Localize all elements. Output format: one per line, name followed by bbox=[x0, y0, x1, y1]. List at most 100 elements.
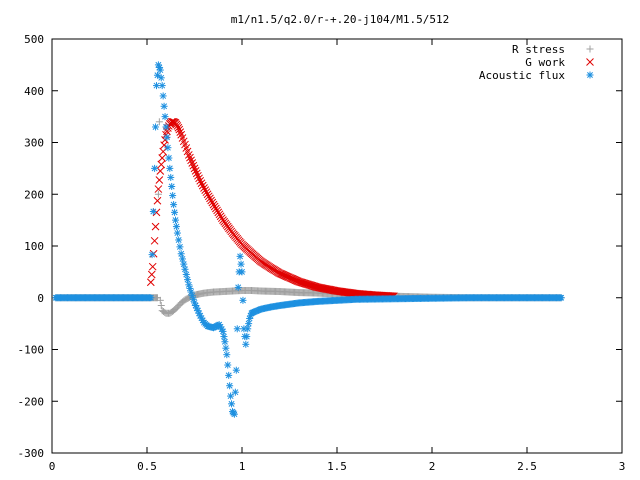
data-point bbox=[166, 164, 174, 172]
data-point bbox=[162, 123, 170, 131]
data-point bbox=[156, 66, 164, 74]
data-point bbox=[157, 74, 165, 82]
data-point bbox=[147, 270, 156, 279]
data-point bbox=[200, 184, 208, 192]
data-point bbox=[188, 159, 197, 167]
data-point bbox=[168, 182, 176, 190]
data-point bbox=[180, 260, 188, 268]
data-marks bbox=[52, 61, 565, 418]
data-point bbox=[159, 92, 167, 100]
legend-marker bbox=[586, 45, 594, 53]
data-point bbox=[220, 333, 228, 341]
data-point bbox=[210, 202, 219, 211]
data-point bbox=[233, 325, 241, 333]
data-point bbox=[165, 154, 173, 162]
data-point bbox=[227, 392, 235, 400]
data-point bbox=[219, 327, 227, 335]
data-point bbox=[159, 147, 168, 156]
data-point bbox=[228, 400, 236, 408]
data-point bbox=[167, 173, 175, 181]
x-tick-label: 2 bbox=[429, 460, 436, 473]
legend-label: Acoustic flux bbox=[479, 69, 565, 82]
y-tick-label: -200 bbox=[18, 395, 45, 408]
data-point bbox=[224, 361, 232, 369]
y-tick-label: -100 bbox=[18, 344, 45, 357]
data-point bbox=[156, 296, 164, 304]
data-point bbox=[177, 250, 185, 258]
chart-title: m1/n1.5/q2.0/r-+.20-j104/M1.5/512 bbox=[231, 13, 450, 26]
data-point bbox=[239, 296, 247, 304]
data-point bbox=[148, 251, 156, 259]
x-tick-label: 1 bbox=[239, 460, 246, 473]
data-point bbox=[164, 144, 172, 152]
data-point bbox=[171, 208, 179, 216]
data-point bbox=[212, 204, 220, 213]
data-point bbox=[173, 122, 182, 130]
data-point bbox=[557, 294, 565, 302]
series-g-work bbox=[146, 117, 398, 301]
data-point bbox=[157, 302, 165, 310]
data-point bbox=[221, 338, 229, 346]
data-point bbox=[175, 125, 184, 134]
data-point bbox=[147, 294, 155, 302]
data-point bbox=[169, 192, 177, 200]
legend-label: G work bbox=[525, 56, 565, 69]
data-point bbox=[172, 216, 179, 224]
data-point bbox=[194, 171, 202, 180]
data-point bbox=[146, 278, 155, 287]
data-point bbox=[203, 190, 212, 199]
data-point bbox=[242, 340, 250, 348]
data-point bbox=[231, 388, 239, 396]
legend-marker bbox=[586, 58, 594, 66]
data-point bbox=[176, 243, 184, 251]
data-point bbox=[187, 156, 195, 165]
data-point bbox=[192, 169, 201, 178]
data-point bbox=[158, 82, 166, 90]
data-point bbox=[222, 344, 230, 352]
y-tick-label: 300 bbox=[24, 137, 44, 150]
data-point bbox=[151, 222, 160, 231]
data-point bbox=[184, 276, 192, 284]
data-point bbox=[153, 71, 161, 79]
plot-frame bbox=[51, 38, 623, 454]
data-point bbox=[196, 176, 205, 185]
data-point bbox=[236, 252, 244, 260]
data-point bbox=[158, 154, 167, 162]
data-point bbox=[234, 283, 242, 291]
data-point bbox=[216, 212, 225, 221]
axes: 0 0.5 1 1.5 2 2.5 3 -300 -200 -100 0 100 200 300 400 50… bbox=[18, 33, 626, 473]
data-point bbox=[172, 223, 180, 231]
data-point bbox=[176, 128, 185, 137]
data-point bbox=[155, 176, 164, 184]
data-point bbox=[149, 208, 157, 215]
legend-item: R stress bbox=[512, 43, 594, 56]
data-point bbox=[189, 295, 197, 303]
data-point bbox=[148, 262, 157, 271]
data-point bbox=[152, 123, 160, 131]
x-tick-label: 1.5 bbox=[327, 460, 347, 473]
data-point bbox=[175, 236, 183, 244]
data-point bbox=[178, 255, 186, 263]
y-tick-label: -300 bbox=[18, 447, 45, 460]
data-point bbox=[185, 281, 193, 289]
data-point bbox=[217, 214, 226, 223]
data-point bbox=[184, 151, 193, 159]
y-tick-label: 400 bbox=[24, 85, 44, 98]
data-point bbox=[173, 229, 181, 237]
data-point bbox=[153, 196, 162, 205]
data-point bbox=[209, 200, 218, 209]
data-point bbox=[181, 265, 189, 273]
data-point bbox=[243, 333, 251, 341]
data-point bbox=[149, 249, 158, 258]
x-tick-label: 3 bbox=[619, 460, 626, 473]
y-tick-label: 500 bbox=[24, 33, 44, 46]
x-tick-label: 0.5 bbox=[137, 460, 157, 473]
y-tick-label: 200 bbox=[24, 188, 44, 201]
legend-item: Acoustic flux bbox=[479, 69, 594, 82]
data-point bbox=[154, 185, 163, 193]
data-point bbox=[201, 186, 210, 194]
data-point bbox=[232, 366, 240, 374]
data-point bbox=[150, 236, 159, 245]
